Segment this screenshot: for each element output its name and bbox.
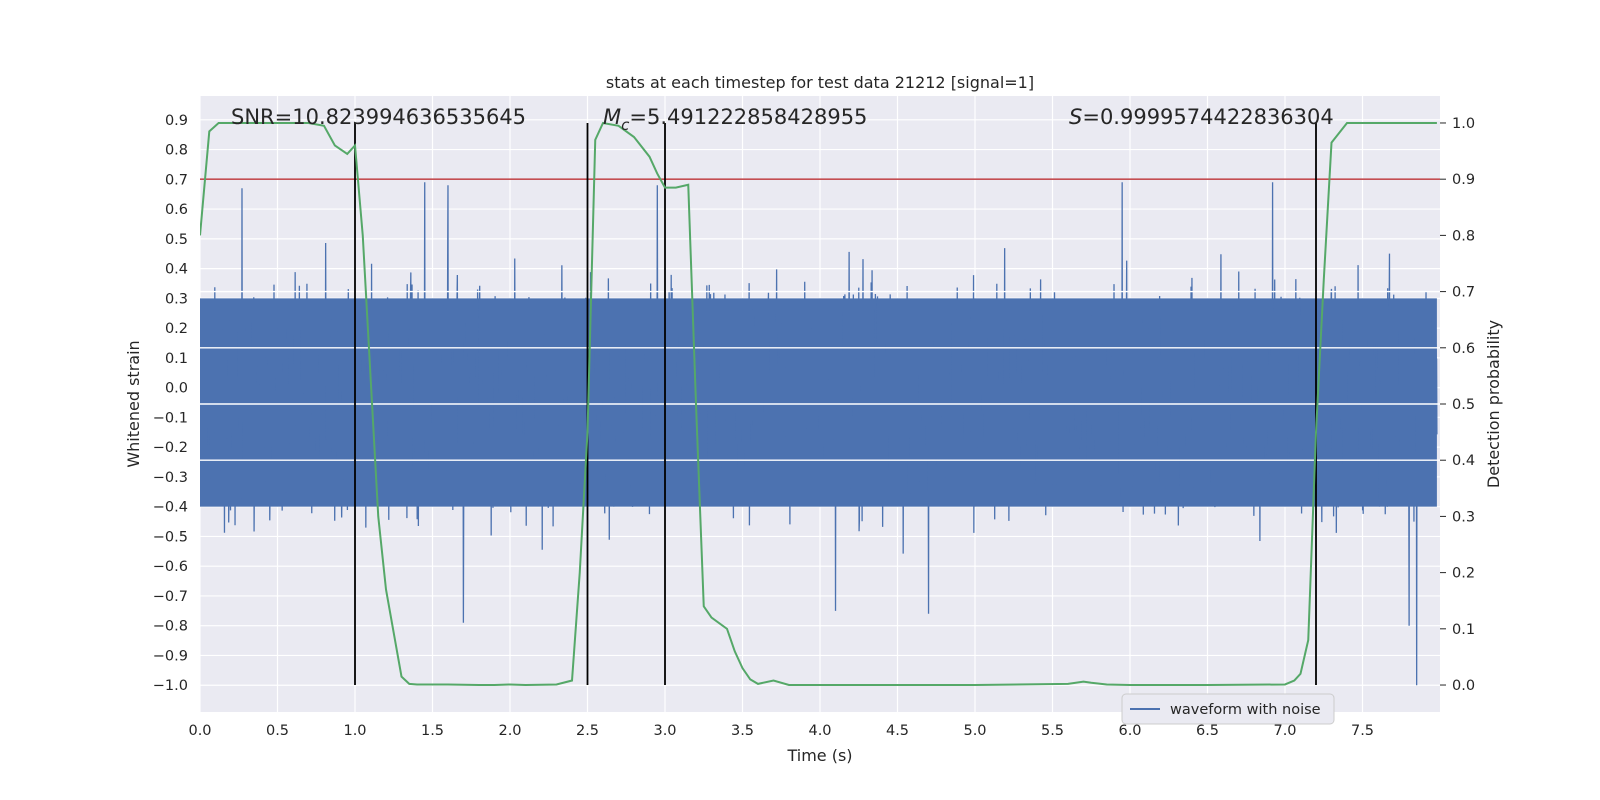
y-tick-label: 0.8: [165, 143, 188, 159]
waveform-line: [200, 182, 1438, 686]
y-tick-label: −1.0: [153, 678, 188, 694]
mc-symbol: M: [603, 105, 621, 129]
y2-tick-label: 0.0: [1452, 678, 1475, 694]
x-tick-label: 4.5: [886, 723, 909, 739]
y2-axis-label: Detection probability: [1484, 320, 1503, 488]
snr-annotation: SNR=10.823994636535645: [231, 105, 526, 129]
x-axis-label: Time (s): [786, 746, 852, 765]
x-tick-label: 2.0: [498, 723, 521, 739]
y-tick-label: −0.4: [153, 500, 188, 516]
probability-series: [200, 121, 1437, 687]
x-tick-label: 1.5: [421, 723, 444, 739]
y-tick-label: 0.0: [165, 381, 188, 397]
y-tick-label: 0.5: [165, 232, 188, 248]
legend: waveform with noise: [1121, 693, 1335, 725]
x-tick-label: 3.5: [731, 723, 754, 739]
mc-subscript: c: [621, 116, 630, 134]
legend-box: [1121, 693, 1335, 725]
x-tick-label: 5.5: [1041, 723, 1064, 739]
s-value: =0.9999574422836304: [1082, 105, 1333, 129]
x-tick-label: 6.5: [1196, 723, 1219, 739]
axis-ticks: 0.0 0.5 1.0 1.5 2.0 2.5 3.0 3.5 4.0 4.5 5.0 5.5 6.0 6…: [153, 113, 1475, 739]
s-annotation: S=0.9999574422836304: [1069, 105, 1334, 129]
y-axis-label: Whitened strain: [124, 340, 143, 467]
chart-title: stats at each timestep for test data 212…: [606, 73, 1034, 92]
y-tick-label: 0.2: [165, 321, 188, 337]
y-tick-label: −0.8: [153, 619, 188, 635]
waveform-series: [200, 182, 1438, 686]
y2-tick-label: 0.5: [1452, 397, 1475, 413]
y-tick-label: 0.7: [165, 172, 188, 188]
y2-tick-label: 0.7: [1452, 285, 1475, 301]
annotations: SNR=10.823994636535645 Mc=5.491222858428…: [231, 105, 1334, 134]
y2-tick-label: 0.9: [1452, 172, 1475, 188]
mc-annotation: Mc=5.491222858428955: [603, 105, 867, 134]
x-tick-label: 0.0: [188, 723, 211, 739]
s-symbol: S: [1069, 105, 1082, 129]
x-tick-label: 4.0: [808, 723, 831, 739]
mc-value: =5.491222858428955: [629, 105, 867, 129]
y-tick-label: −0.2: [153, 440, 188, 456]
y-tick-label: 0.1: [165, 351, 188, 367]
legend-label: waveform with noise: [1170, 702, 1321, 718]
y-tick-label: −0.1: [153, 410, 188, 426]
y-tick-label: 0.9: [165, 113, 188, 129]
y-tick-label: 0.4: [165, 262, 188, 278]
y2-tick-label: 0.2: [1452, 566, 1475, 582]
x-tick-label: 2.5: [576, 723, 599, 739]
x-tick-label: 3.0: [653, 723, 676, 739]
x-tick-label: 0.5: [266, 723, 289, 739]
y-tick-label: 0.3: [165, 291, 188, 307]
probability-line: [200, 121, 1437, 687]
y2-tick-label: 0.3: [1452, 509, 1475, 525]
y2-tick-label: 1.0: [1452, 116, 1475, 132]
y2-tick-label: 0.1: [1452, 622, 1475, 638]
y2-tick-label: 0.6: [1452, 341, 1475, 357]
x-tick-label: 5.0: [963, 723, 986, 739]
y2-tick-label: 0.8: [1452, 228, 1475, 244]
y-tick-label: 0.6: [165, 202, 188, 218]
y-tick-label: −0.6: [153, 559, 188, 575]
x-tick-label: 1.0: [343, 723, 366, 739]
y-tick-label: −0.5: [153, 529, 188, 545]
y2-tick-label: 0.4: [1452, 453, 1475, 469]
y-tick-label: −0.3: [153, 470, 188, 486]
x-tick-label: 6.0: [1118, 723, 1141, 739]
y-tick-label: −0.9: [153, 648, 188, 664]
x-tick-label: 7.0: [1273, 723, 1296, 739]
x-tick-label: 7.5: [1351, 723, 1374, 739]
y-tick-label: −0.7: [153, 589, 188, 605]
